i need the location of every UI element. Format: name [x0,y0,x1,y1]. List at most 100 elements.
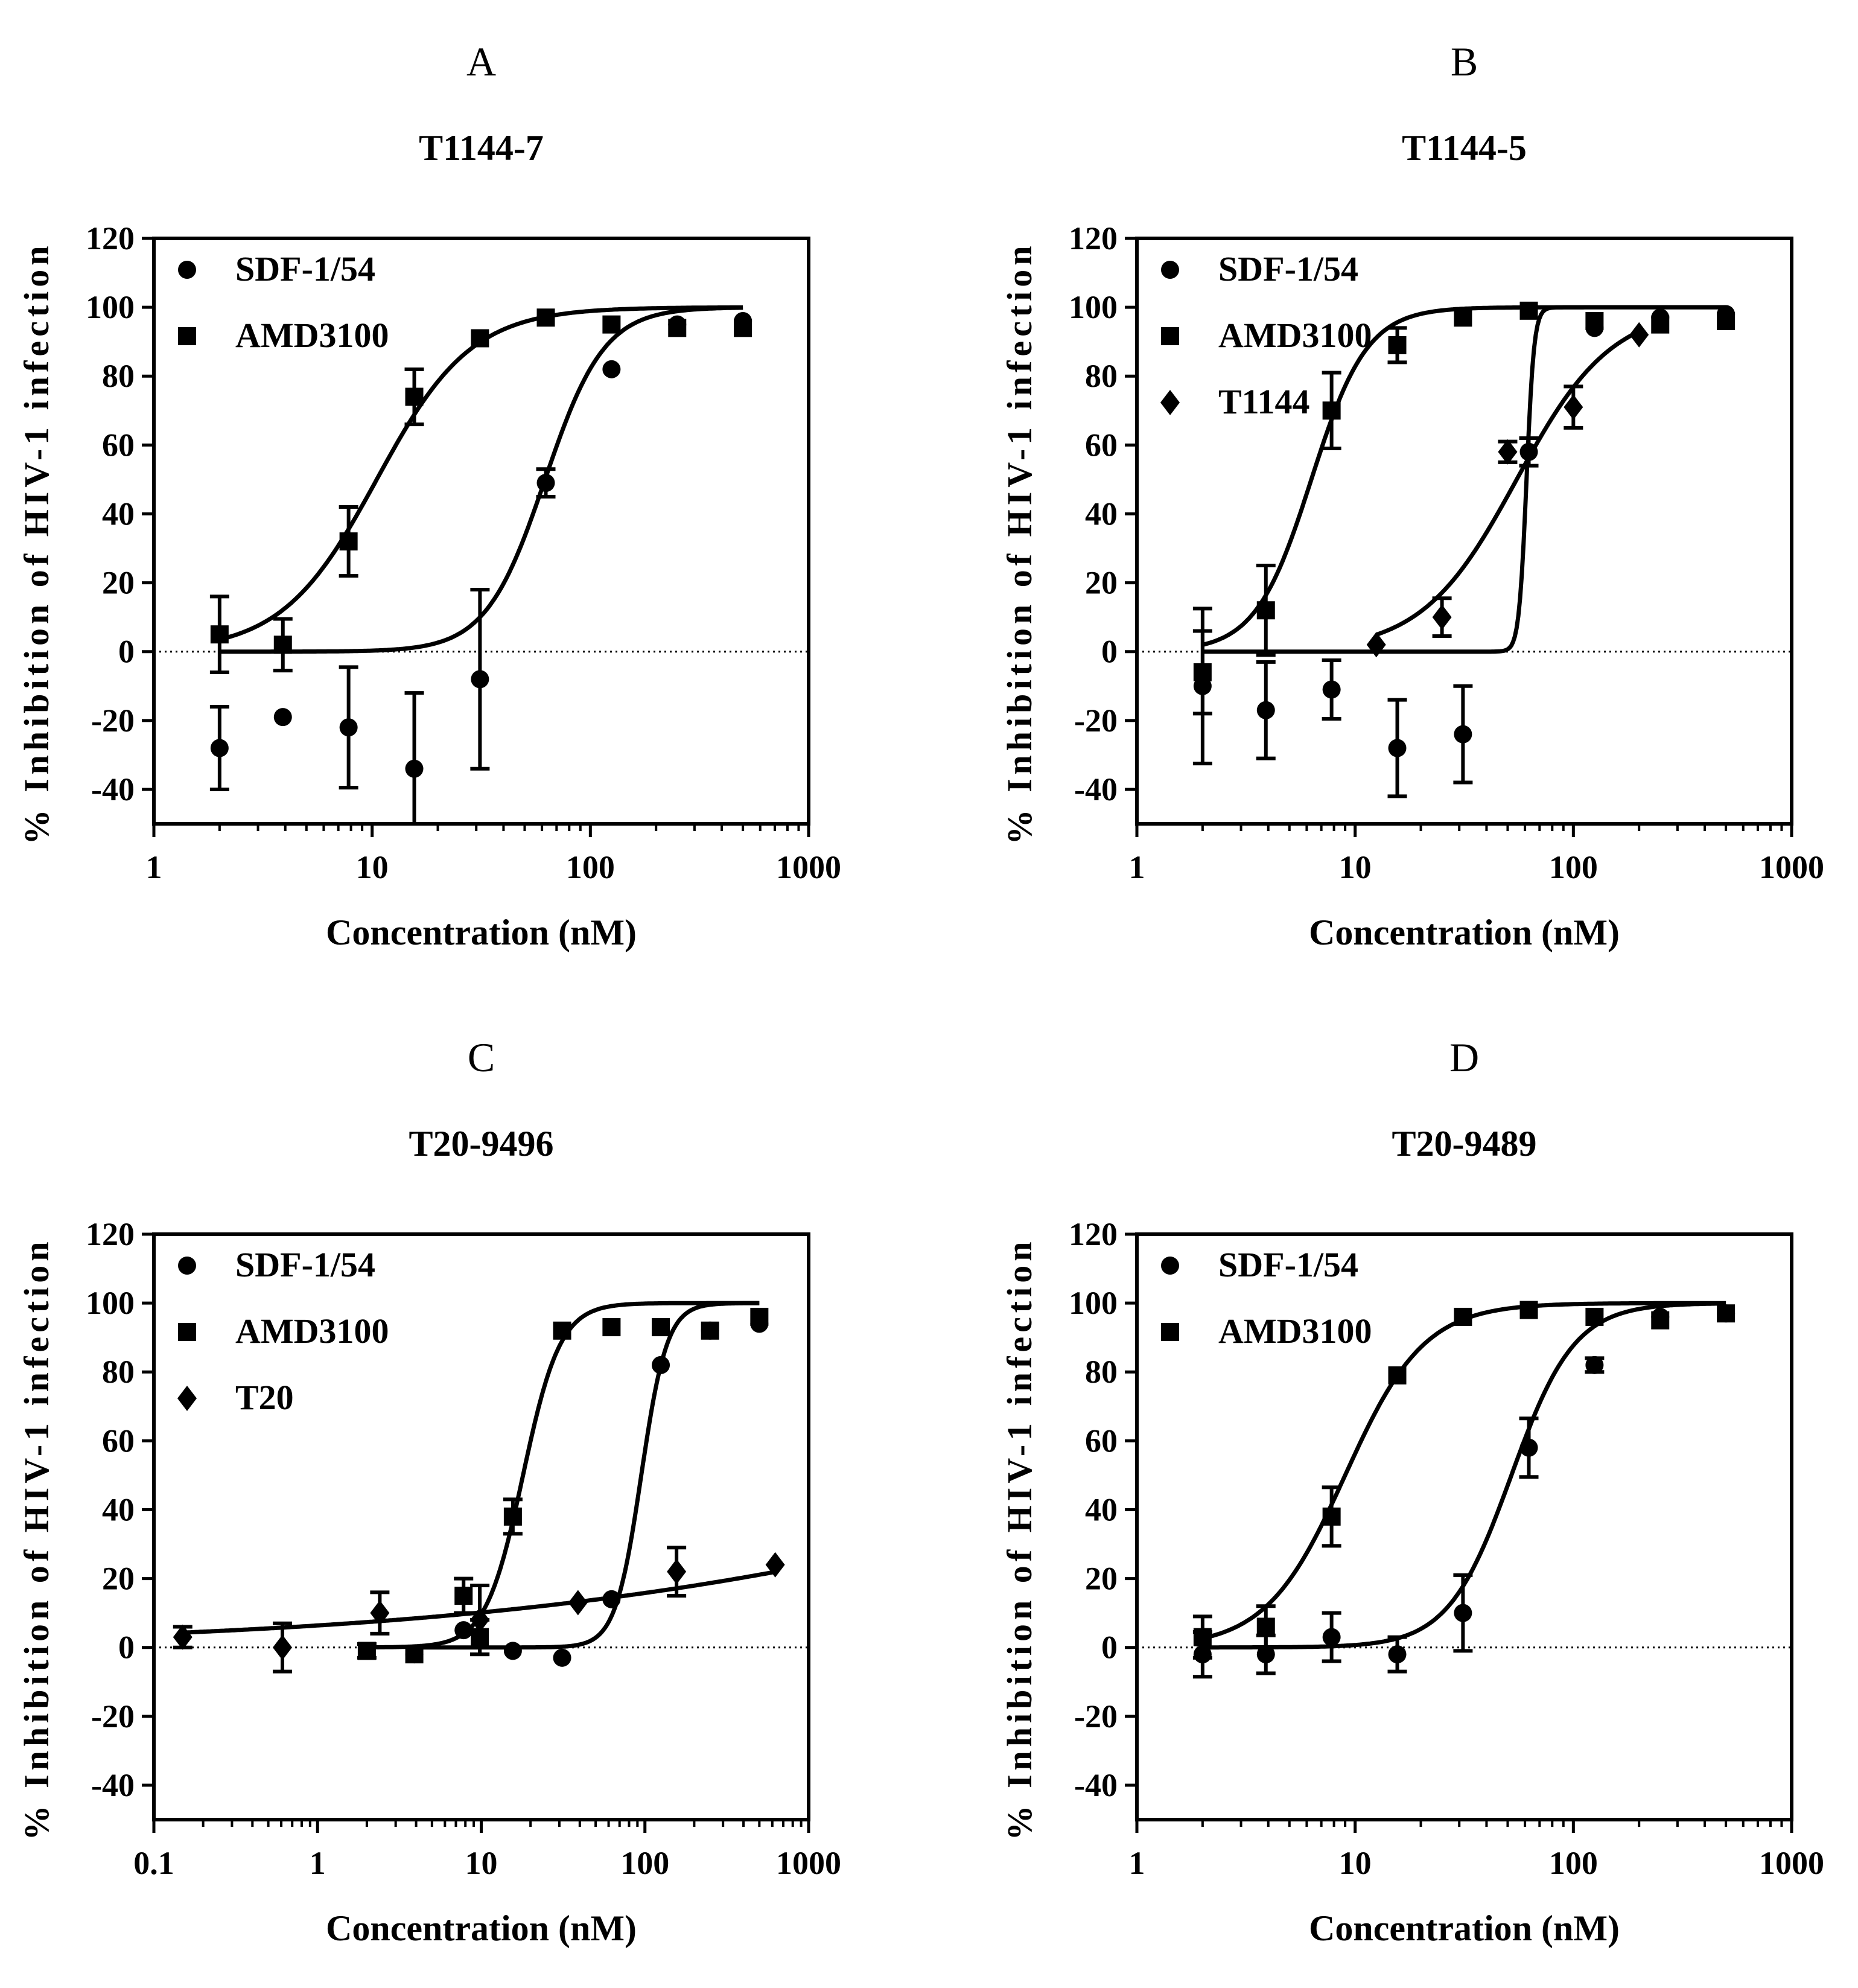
legend-marker [1161,1257,1179,1275]
data-point [173,1624,192,1650]
y-axis-label: % Inhibition of HIV-1 infection [1000,1237,1039,1840]
data-point [1388,739,1407,757]
series-sdf-1-54 [209,311,752,824]
x-tick-label: 10 [465,1845,498,1881]
y-tick-label: 60 [102,1423,135,1459]
x-tick-label: 1000 [776,1845,841,1881]
data-point [1454,1604,1472,1622]
data-point [1388,1645,1407,1664]
data-point [470,1607,490,1633]
y-tick-label: -40 [1074,1767,1118,1803]
data-point [210,739,229,757]
y-tick-label: 40 [102,495,135,532]
data-point [1388,1366,1407,1384]
data-point [553,1648,571,1667]
data-point [273,708,292,727]
series-amd3100 [1192,301,1736,716]
data-point [1717,1304,1736,1323]
y-tick-label: 0 [1101,1630,1118,1666]
data-point [652,1356,670,1374]
x-tick-label: 1 [146,849,162,885]
data-point [1585,1356,1604,1374]
x-tick-label: 1000 [1759,849,1824,885]
data-point [1256,601,1275,620]
series-amd3100 [357,1307,769,1664]
legend-marker [1161,261,1179,279]
y-tick-label: -20 [1074,1698,1118,1735]
plot-frame [1135,237,1793,826]
data-point [1256,701,1275,719]
data-point [1366,632,1386,658]
data-point [339,532,358,551]
y-tick-label: 100 [86,1285,135,1321]
y-tick-label: 100 [1069,1285,1118,1321]
y-tick-label: 120 [86,1216,135,1252]
data-point [602,360,621,378]
data-point [734,319,752,337]
data-point [273,1634,293,1660]
x-tick-label: 1 [310,1845,326,1881]
data-point [1519,301,1538,320]
x-axis-label: Concentration (nM) [326,1908,637,1948]
data-point [1193,663,1212,681]
y-tick-label: 0 [1101,634,1118,670]
y-tick-label: 0 [118,634,135,670]
data-point [273,636,292,654]
y-axis-label: % Inhibition of HIV-1 infection [1000,241,1039,844]
data-point [765,1552,785,1578]
x-axis-label: Concentration (nM) [1309,1908,1620,1948]
plot-frame [152,1232,810,1821]
y-tick-label: 20 [1085,1561,1118,1597]
x-tick-label: 100 [566,849,615,885]
y-tick-label: 0 [118,1630,135,1666]
data-point [536,308,555,327]
legend-marker [1161,327,1179,345]
x-tick-label: 10 [356,849,389,885]
fit-curve-sdf-1-54 [414,1301,760,1650]
y-tick-label: 100 [86,289,135,325]
y-tick-label: 100 [1069,289,1118,325]
y-tick-label: 40 [102,1491,135,1528]
data-point [1388,336,1407,354]
x-axis-label: Concentration (nM) [1309,913,1620,952]
y-tick-label: 40 [1085,1491,1118,1528]
y-tick-label: -20 [91,1698,135,1735]
data-point [210,625,229,644]
data-point [750,1307,769,1326]
data-point [1322,401,1341,420]
data-point [602,1318,621,1337]
legend-label: AMD3100 [235,1311,389,1351]
data-point [1454,725,1472,744]
legend-marker [178,261,196,279]
legend-label: SDF-1/54 [1218,1245,1358,1284]
data-point [357,1642,376,1660]
y-tick-label: 60 [1085,1423,1118,1459]
y-tick-label: -20 [91,702,135,739]
fit-curve-amd3100 [366,1301,760,1650]
data-point [1322,1507,1341,1526]
data-point [667,1559,687,1585]
y-tick-label: 20 [102,565,135,601]
y-tick-label: 120 [1069,220,1118,256]
data-point [471,329,489,348]
data-point [1454,308,1472,327]
data-point [405,387,424,406]
series-amd3100 [1192,1301,1736,1660]
legend-marker [178,1323,196,1341]
data-point [1717,311,1736,330]
legend-label: T1144 [1218,382,1310,421]
x-tick-label: 10 [1339,849,1372,885]
panel-title: T1144-5 [1402,128,1527,168]
data-point [1193,1628,1212,1646]
panel-title: T1144-7 [419,128,544,168]
data-point [1519,442,1538,461]
legend-marker [178,1257,196,1275]
y-tick-label: 120 [86,220,135,256]
panel-letter: D [1449,1034,1479,1080]
x-tick-label: 100 [620,1845,669,1881]
plot-frame [152,237,810,826]
